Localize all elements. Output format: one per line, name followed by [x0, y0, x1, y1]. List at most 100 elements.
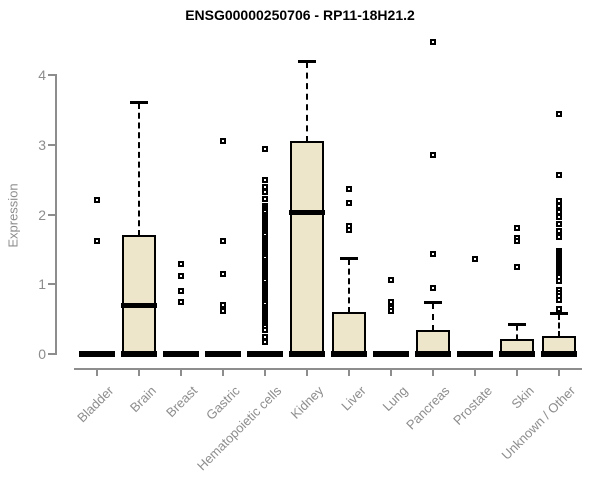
x-tick — [180, 370, 182, 376]
zero-bar — [247, 351, 283, 357]
outlier-point — [346, 226, 352, 233]
outlier-point — [220, 270, 226, 277]
y-tick-label: 2 — [38, 206, 46, 223]
outlier-point — [262, 189, 268, 196]
outlier-point — [430, 39, 436, 46]
chart-title: ENSG00000250706 - RP11-18H21.2 — [185, 7, 415, 23]
median-line — [289, 209, 325, 215]
outlier-point — [220, 238, 226, 244]
outlier-point — [556, 278, 562, 285]
x-tick — [558, 370, 560, 376]
outlier-point — [262, 339, 268, 346]
outlier-point — [556, 305, 562, 312]
outlier-point — [262, 176, 268, 183]
x-tick — [138, 370, 140, 376]
x-tick — [306, 370, 308, 376]
outlier-point — [514, 224, 520, 231]
y-tick-label: 3 — [38, 136, 46, 153]
outlier-point — [388, 277, 394, 284]
x-tick — [264, 370, 266, 376]
outlier-point — [556, 111, 562, 118]
zero-bar — [331, 351, 367, 357]
box — [122, 235, 156, 356]
x-tick-label: Kidney — [287, 383, 327, 422]
whisker-cap — [298, 59, 316, 63]
outlier-point — [556, 203, 562, 210]
x-tick-label: Brain — [126, 383, 159, 416]
outlier-point — [388, 298, 394, 305]
x-tick — [222, 370, 224, 376]
outlier-point — [556, 233, 562, 240]
x-axis-line — [74, 368, 582, 370]
x-tick-label: Prostate — [449, 383, 495, 428]
outlier-point — [178, 272, 184, 279]
outlier-point — [262, 196, 268, 203]
y-tick — [48, 213, 55, 216]
zero-bar — [163, 351, 199, 357]
zero-bar — [499, 351, 535, 357]
outlier-point — [346, 199, 352, 206]
x-tick-label: Lung — [379, 383, 411, 415]
y-axis-line — [55, 74, 57, 355]
x-tick-label: Gastric — [202, 383, 243, 423]
outlier-point — [556, 172, 562, 179]
outlier-point — [262, 183, 268, 190]
x-tick — [96, 370, 98, 376]
zero-bar — [373, 351, 409, 357]
zero-bar — [457, 351, 493, 357]
outlier-point — [514, 263, 520, 270]
box — [332, 311, 366, 356]
y-tick-label: 0 — [38, 346, 46, 362]
outlier-point — [262, 145, 268, 152]
outlier-point — [262, 333, 268, 340]
outlier-point — [556, 221, 562, 228]
outlier-point — [556, 208, 562, 215]
whisker-cap — [550, 311, 568, 315]
y-tick — [48, 74, 55, 76]
outlier-point — [178, 287, 184, 294]
x-tick-label: Liver — [338, 383, 369, 414]
whisker-cap — [130, 100, 148, 104]
outlier-point — [472, 256, 478, 263]
x-tick — [432, 370, 434, 376]
x-tick-label: Skin — [508, 383, 537, 412]
zero-bar — [79, 351, 115, 357]
y-tick — [48, 283, 55, 286]
outlier-point — [556, 228, 562, 235]
outlier-point — [178, 261, 184, 268]
outlier-point — [388, 308, 394, 315]
outlier-point — [94, 196, 100, 203]
whisker — [432, 303, 434, 331]
zero-bar — [289, 351, 325, 357]
y-tick — [48, 143, 55, 146]
whisker — [558, 313, 560, 337]
whisker-cap — [340, 257, 358, 261]
x-tick-label: Unknown / Other — [499, 383, 579, 463]
outlier-point — [430, 251, 436, 258]
whisker — [348, 259, 350, 313]
y-tick — [48, 353, 55, 355]
outlier-point — [430, 284, 436, 291]
outlier-point — [220, 137, 226, 144]
outlier-point — [514, 238, 520, 244]
y-tick-label: 4 — [38, 67, 46, 83]
zero-bar — [541, 351, 577, 357]
y-tick-label: 1 — [38, 276, 46, 293]
x-tick — [348, 370, 350, 376]
median-line — [121, 303, 157, 309]
whisker-cap — [508, 322, 526, 326]
outlier-point — [430, 152, 436, 159]
x-tick-label: Pancreas — [403, 383, 453, 433]
x-tick-label: Breast — [163, 383, 201, 421]
outlier-point — [556, 214, 562, 221]
x-tick — [390, 370, 392, 376]
whisker — [306, 61, 308, 142]
outlier-point — [94, 238, 100, 244]
outlier-point — [220, 302, 226, 309]
whisker-cap — [424, 301, 442, 305]
zero-bar — [205, 351, 241, 357]
outlier-point — [556, 296, 562, 303]
whisker — [138, 102, 140, 237]
outlier-point — [346, 186, 352, 193]
